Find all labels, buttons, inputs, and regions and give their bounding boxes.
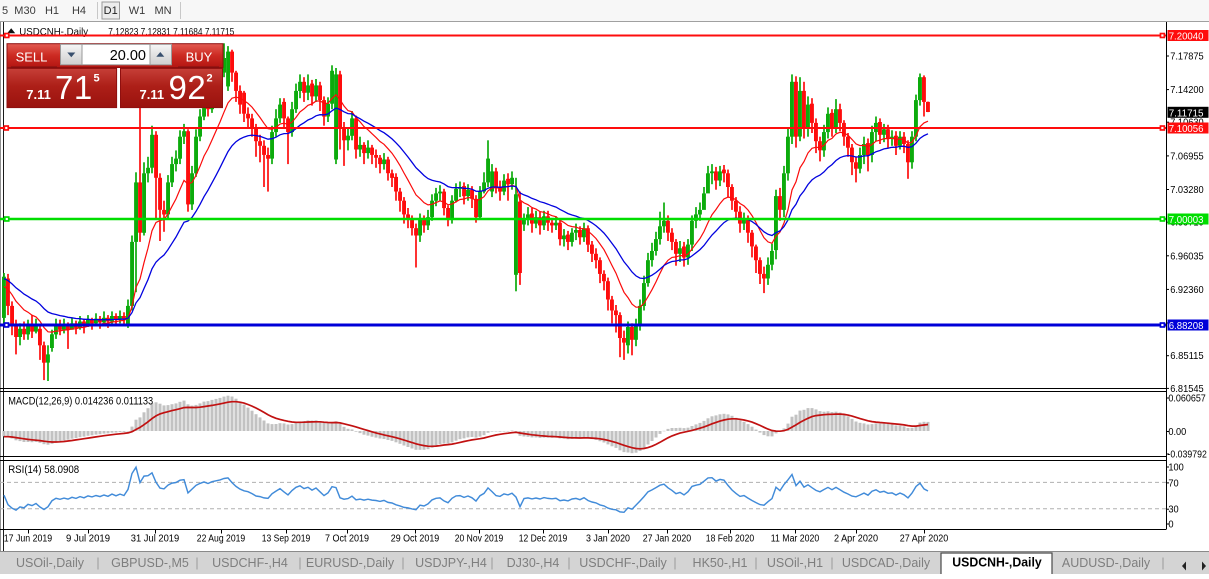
svg-text:6.81545: 6.81545 [1170,383,1204,395]
svg-text:SELL: SELL [16,50,48,65]
svg-text:|: | [567,556,570,570]
svg-text:USDCAD-,Daily: USDCAD-,Daily [842,556,931,570]
svg-text:17 Jun 2019: 17 Jun 2019 [4,534,53,545]
svg-text:AUDUSD-,Daily: AUDUSD-,Daily [1062,556,1151,570]
svg-text:D1: D1 [104,5,118,17]
svg-text:27 Apr 2020: 27 Apr 2020 [900,534,949,545]
svg-text:31 Jul 2019: 31 Jul 2019 [131,534,180,545]
svg-text:100: 100 [1168,462,1184,474]
svg-text:|: | [401,556,404,570]
svg-text:USDCHF-,Daily: USDCHF-,Daily [579,556,667,570]
svg-text:BUY: BUY [186,50,213,65]
svg-text:M30: M30 [14,5,35,17]
svg-text:13 Sep 2019: 13 Sep 2019 [262,534,311,545]
svg-text:2: 2 [207,73,213,85]
svg-text:2 Apr 2020: 2 Apr 2020 [834,534,878,545]
svg-text:7.14200: 7.14200 [1170,84,1204,96]
svg-text:|: | [298,556,301,570]
svg-text:RSI(14) 58.0908: RSI(14) 58.0908 [8,464,79,476]
svg-text:12 Dec 2019: 12 Dec 2019 [519,534,568,545]
svg-text:MN: MN [154,5,171,17]
svg-text:DJ30-,H4: DJ30-,H4 [507,556,560,570]
svg-text:7.11: 7.11 [140,87,165,102]
svg-text:5: 5 [2,5,8,17]
svg-text:71: 71 [55,69,93,106]
svg-text:7.00003: 7.00003 [1169,214,1204,226]
svg-text:GBPUSD-,M5: GBPUSD-,M5 [111,556,189,570]
svg-text:6.85115: 6.85115 [1170,350,1204,362]
svg-text:20.00: 20.00 [110,48,146,64]
svg-text:7 Oct 2019: 7 Oct 2019 [325,534,369,545]
svg-text:|: | [96,556,99,570]
svg-text:7.10056: 7.10056 [1169,123,1204,135]
svg-text:3 Jan 2020: 3 Jan 2020 [586,534,630,545]
svg-text:0: 0 [1168,519,1173,531]
svg-text:5: 5 [94,73,100,85]
svg-text:|: | [490,556,493,570]
svg-text:7.11: 7.11 [26,87,51,102]
svg-text:92: 92 [169,69,207,106]
svg-text:|: | [754,556,757,570]
svg-text:USDCNH-,Daily: USDCNH-,Daily [952,556,1041,570]
svg-text:6.88208: 6.88208 [1169,320,1204,332]
svg-text:22 Aug 2019: 22 Aug 2019 [197,534,246,545]
svg-text:18 Feb 2020: 18 Feb 2020 [706,534,755,545]
svg-text:USOil-,Daily: USOil-,Daily [16,556,85,570]
svg-text:H1: H1 [45,5,59,17]
svg-text:H4: H4 [72,5,86,17]
svg-text:7.03280: 7.03280 [1170,184,1204,196]
svg-text:6.96035: 6.96035 [1170,250,1204,262]
svg-text:USOil-,H1: USOil-,H1 [767,556,823,570]
svg-text:|: | [830,556,833,570]
svg-text:MACD(12,26,9) 0.014236 0.01113: MACD(12,26,9) 0.014236 0.011133 [8,396,153,408]
svg-text:EURUSD-,Daily: EURUSD-,Daily [306,556,395,570]
svg-text:|: | [1161,556,1164,570]
svg-text:11 Mar 2020: 11 Mar 2020 [771,534,820,545]
svg-text:6.92360: 6.92360 [1170,284,1204,296]
svg-text:7.11715: 7.11715 [1169,107,1204,119]
svg-text:7.17875: 7.17875 [1170,51,1204,63]
svg-text:0.00: 0.00 [1168,426,1186,438]
svg-text:0.060657: 0.060657 [1168,393,1206,405]
svg-text:HK50-,H1: HK50-,H1 [693,556,748,570]
svg-text:30: 30 [1168,504,1178,516]
svg-text:7.20040: 7.20040 [1169,31,1204,43]
svg-text:|: | [673,556,676,570]
svg-text:70: 70 [1168,477,1178,489]
svg-text:29 Oct 2019: 29 Oct 2019 [391,534,440,545]
svg-text:USDJPY-,H4: USDJPY-,H4 [415,556,487,570]
svg-text:|: | [195,556,198,570]
svg-text:USDCHF-,H4: USDCHF-,H4 [212,556,288,570]
svg-text:7.06955: 7.06955 [1170,150,1204,162]
svg-text:W1: W1 [129,5,146,17]
svg-text:9 Jul 2019: 9 Jul 2019 [66,534,110,545]
svg-text:27 Jan 2020: 27 Jan 2020 [643,534,692,545]
svg-text:20 Nov 2019: 20 Nov 2019 [455,534,504,545]
svg-text:-0.039792: -0.039792 [1168,449,1207,461]
